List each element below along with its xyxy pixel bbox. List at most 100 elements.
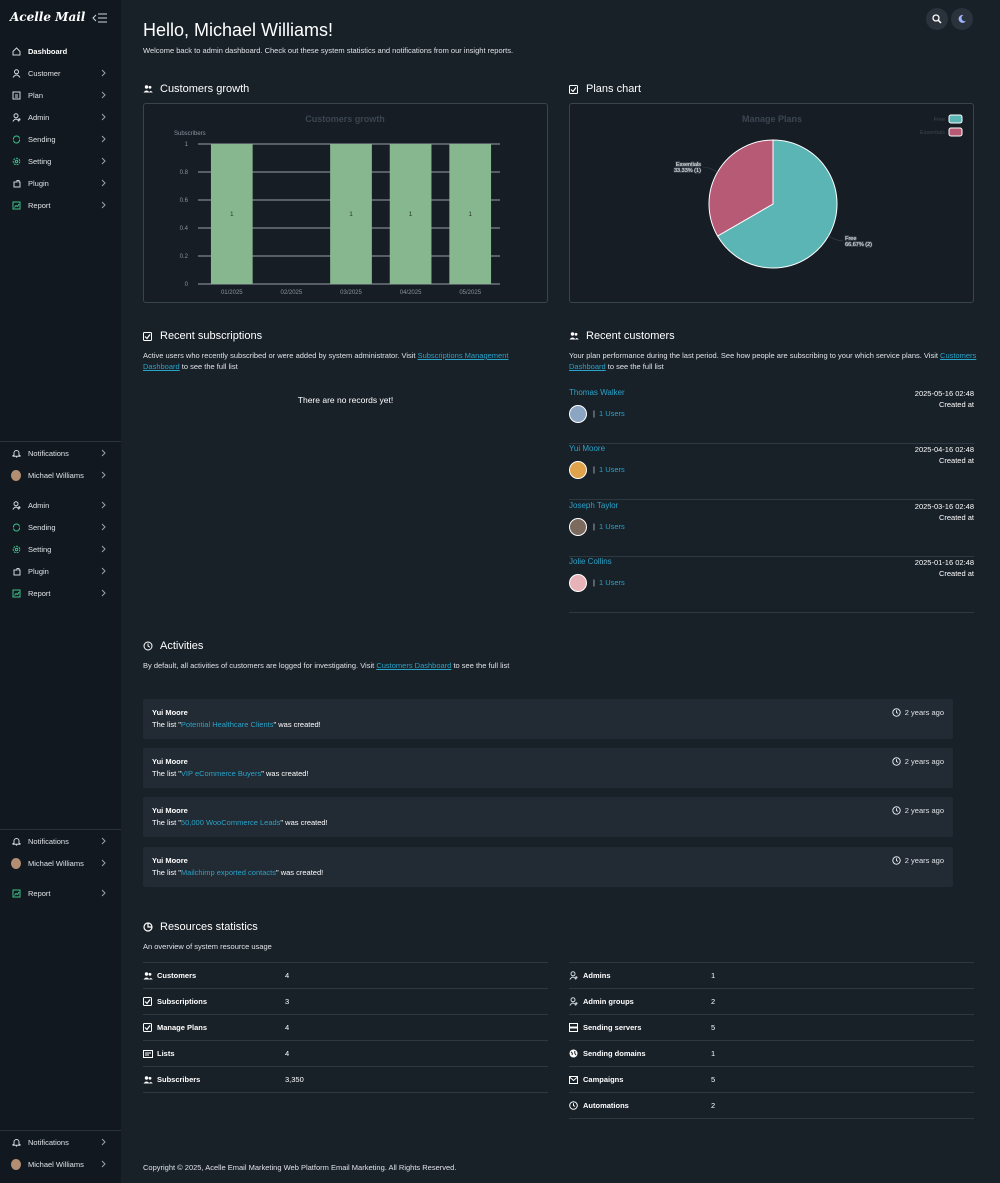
resource-value: 3 — [285, 997, 290, 1006]
sidebar-item-sending[interactable]: Sending — [0, 128, 121, 150]
created-date-label: Created at — [938, 456, 974, 466]
sidebar-item-admin[interactable]: Admin — [0, 106, 121, 128]
sidebar-item-label: Michael Williams — [28, 470, 84, 480]
sidebar-item-michael-williams[interactable]: Michael Williams — [0, 852, 121, 874]
sidebar-toggle-icon[interactable] — [92, 12, 108, 24]
activity-list-link[interactable]: VIP eCommerce Buyers — [180, 769, 262, 779]
sidebar-item-customer[interactable]: Customer — [0, 62, 121, 84]
sidebar-item-plugin[interactable]: Plugin — [0, 560, 121, 582]
activity-user: Yui Moore — [152, 806, 188, 816]
sidebar-item-notifications[interactable]: Notifications — [0, 830, 121, 852]
legend-label: Free — [934, 117, 945, 123]
activity-list-link[interactable]: Mailchimp exported contacts — [180, 867, 276, 877]
sidebar-item-notifications[interactable]: Notifications — [0, 1131, 121, 1153]
sidebar-item-report[interactable]: Report — [0, 882, 121, 904]
resource-row-campaigns: Campaigns 5 — [569, 1067, 974, 1093]
activities-customers-dashboard-link[interactable]: Customers Dashboard — [376, 661, 452, 670]
gear-icon — [11, 544, 21, 554]
resource-value: 1 — [711, 1049, 716, 1058]
dark-mode-toggle[interactable] — [951, 8, 973, 30]
activity-post: " was created! — [275, 867, 324, 877]
pie-slice-pct: 66.67% (2) — [845, 242, 872, 248]
sidebar-item-setting[interactable]: Setting — [0, 150, 121, 172]
resource-label: Sending servers — [583, 1023, 642, 1032]
activity-list-link[interactable]: 50,000 WooCommerce Leads — [180, 818, 281, 828]
activity-time-text: 2 years ago — [904, 855, 944, 865]
table-divider — [143, 962, 548, 963]
sidebar-item-plugin[interactable]: Plugin — [0, 172, 121, 194]
sidebar-item-michael-williams[interactable]: Michael Williams — [0, 464, 121, 486]
bar-05-2025 — [449, 144, 492, 284]
resource-row-subscribers: Subscribers 3,350 — [143, 1067, 548, 1093]
bell-icon — [11, 1137, 21, 1147]
customer-name-link[interactable]: Thomas Walker — [569, 388, 625, 397]
resource-value: 1 — [711, 971, 716, 980]
sidebar-item-plan[interactable]: Plan — [0, 84, 121, 106]
separator: | — [593, 521, 595, 531]
resource-label: Admins — [583, 971, 611, 980]
resource-label: Admin groups — [583, 997, 634, 1006]
search-icon — [932, 14, 942, 24]
avatar — [11, 1158, 21, 1170]
avatar[interactable] — [569, 517, 587, 536]
chevron-right-icon — [101, 448, 107, 458]
sidebar-item-label: Report — [28, 200, 51, 210]
sidebar-item-admin[interactable]: Admin — [0, 494, 121, 516]
sidebar-item-label: Notifications — [28, 448, 69, 458]
mail-icon — [569, 1075, 579, 1084]
x-tick-label: 04/2025 — [400, 290, 422, 296]
subscriptions-dashboard-link[interactable]: Subscriptions Management Dashboard — [143, 351, 509, 371]
table-divider — [569, 962, 974, 963]
customer-name-link[interactable]: Joseph Taylor — [569, 500, 619, 510]
customer-users-link[interactable]: 1 Users — [598, 465, 625, 475]
sidebar-item-sending[interactable]: Sending — [0, 516, 121, 538]
welcome-text: Welcome back to admin dashboard. Check o… — [143, 46, 514, 55]
activity-list-link[interactable]: Potential Healthcare Clients — [180, 720, 274, 729]
sidebar-item-michael-williams[interactable]: Michael Williams — [0, 1153, 121, 1175]
sidebar-item-label: Setting — [28, 544, 52, 554]
report-icon — [11, 200, 21, 210]
bar-04-2025 — [389, 144, 432, 284]
gear-icon — [11, 156, 21, 166]
avatar[interactable] — [569, 405, 587, 423]
sidebar-item-report[interactable]: Report — [0, 194, 121, 216]
avatar[interactable] — [569, 573, 587, 592]
recent-subscriptions-title: Recent subscriptions — [143, 330, 262, 342]
chevron-right-icon — [101, 68, 107, 78]
resource-row-manage-plans: Manage Plans 4 — [143, 1015, 548, 1041]
activity-message: The list "50,000 WooCommerce Leads" was … — [152, 818, 328, 827]
sidebar-item-notifications[interactable]: Notifications — [0, 442, 121, 464]
check-square-icon — [569, 84, 580, 95]
plans-chart-panel: Manage Plans Free Essentials Free 66.67% (2)… — [569, 103, 974, 303]
app-logo[interactable]: Acelle Mail — [10, 10, 86, 24]
sending-icon — [11, 134, 21, 144]
y-tick-label: 0.6 — [180, 198, 189, 204]
resource-value: 5 — [711, 1023, 716, 1032]
sidebar-item-report[interactable]: Report — [0, 582, 121, 604]
resource-value: 5 — [711, 1075, 716, 1084]
customer-users-link[interactable]: 1 Users — [598, 577, 625, 587]
chevron-right-icon — [101, 1137, 107, 1147]
resource-label: Subscriptions — [157, 997, 208, 1006]
sidebar-item-dashboard[interactable]: Dashboard — [0, 40, 121, 62]
customer-name-link[interactable]: Jolie Collins — [569, 556, 612, 566]
sidebar-item-label: Plugin — [28, 178, 49, 188]
customer-users-link[interactable]: 1 Users — [598, 521, 625, 531]
avatar[interactable] — [569, 461, 587, 480]
search-button[interactable] — [926, 8, 948, 30]
customer-name-link[interactable]: Yui Moore — [569, 444, 606, 454]
sidebar-item-setting[interactable]: Setting — [0, 538, 121, 560]
page-title: Hello, Michael Williams! — [143, 20, 334, 40]
chevron-right-icon — [101, 134, 107, 144]
customer-users-link[interactable]: 1 Users — [598, 409, 625, 418]
admin-icon — [569, 997, 579, 1006]
customers-dashboard-link[interactable]: Customers Dashboard — [569, 351, 977, 371]
sidebar-divider — [0, 1130, 121, 1131]
created-date-label: Created at — [938, 512, 974, 522]
resource-row-sending-servers: Sending servers 5 — [569, 1015, 974, 1041]
bell-icon — [11, 448, 21, 458]
pie-slice-label: Essentials — [676, 162, 701, 168]
legend-swatch-free — [948, 114, 963, 124]
sidebar-item-label: Plugin — [28, 566, 49, 576]
resource-row-sending-domains: Sending domains 1 — [569, 1041, 974, 1067]
